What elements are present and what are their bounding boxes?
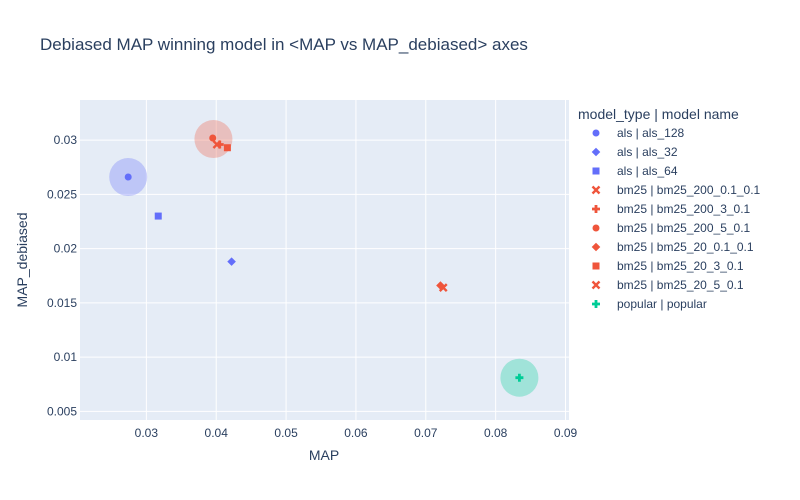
data-point [215,140,224,149]
data-point [212,140,222,149]
y-tick-label: 0.025 [47,187,77,201]
x-tick-label: 0.05 [274,426,298,440]
data-point [124,173,132,181]
x-axis-title: MAP [309,447,339,463]
y-tick-label: 0.01 [54,350,78,364]
data-point [436,281,445,290]
y-axis-title: MAP_debiased [14,213,30,308]
legend-item-label: bm25 | bm25_20_3_0.1 [617,259,744,273]
legend-item-label: bm25 | bm25_200_3_0.1 [617,202,751,216]
plot-area [80,100,569,420]
legend-marker [592,129,600,137]
x-tick-label: 0.09 [554,426,578,440]
legend-item-label: popular | popular [617,297,707,311]
y-tick-label: 0.03 [54,133,78,147]
x-tick-label: 0.04 [205,426,229,440]
y-tick-label: 0.005 [47,404,77,418]
x-tick-labels: 0.03 0.04 0.05 0.06 0.07 0.08 0.09 [135,426,578,440]
x-tick-label: 0.06 [344,426,368,440]
legend-marker [591,242,601,252]
legend-item-label: als | als_64 [617,164,678,178]
data-point [154,212,162,220]
legend-item-label: bm25 | bm25_20_5_0.1 [617,278,744,292]
legend: model_type | model name als | als_128als… [578,106,761,311]
data-point [515,373,524,382]
legend-item-label: bm25 | bm25_200_0.1_0.1 [617,183,761,197]
legend-item-label: als | als_128 [617,126,684,140]
x-tick-label: 0.07 [414,426,438,440]
legend-title: model_type | model name [578,106,739,122]
y-tick-label: 0.015 [47,296,77,310]
legend-marker [591,280,601,290]
x-tick-label: 0.08 [484,426,508,440]
grid-lines [80,100,569,420]
legend-marker [592,300,600,308]
legend-item-label: bm25 | bm25_200_5_0.1 [617,221,751,235]
legend-item-label: bm25 | bm25_20_0.1_0.1 [617,240,754,254]
data-point [209,134,217,142]
legend-marker [591,147,601,157]
data-point [227,257,236,266]
y-tick-label: 0.02 [54,242,78,256]
legend-marker [592,262,600,270]
legend-marker [592,167,600,175]
legend-marker [591,185,601,195]
legend-marker [592,205,600,213]
y-tick-labels: 0.005 0.01 0.015 0.02 0.025 0.03 [47,133,77,418]
x-tick-label: 0.03 [135,426,159,440]
legend-item-label: als | als_32 [617,145,678,159]
data-points [124,134,524,382]
chart-title: Debiased MAP winning model in <MAP vs MA… [40,35,528,54]
data-point [223,144,231,152]
legend-marker [592,224,600,232]
